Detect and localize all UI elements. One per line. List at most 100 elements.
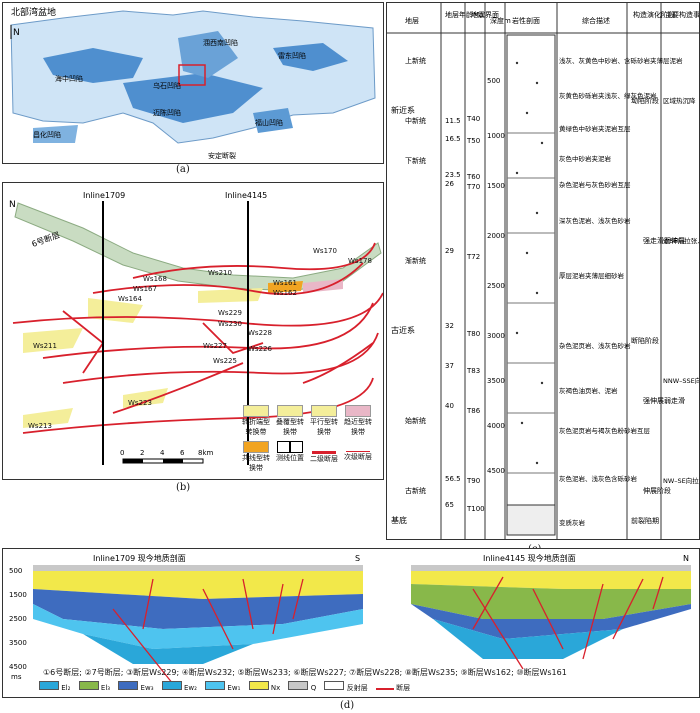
svg-text:2: 2 xyxy=(140,449,144,457)
svg-text:1500: 1500 xyxy=(487,182,505,190)
svg-text:65: 65 xyxy=(445,501,454,509)
svg-text:下新统: 下新统 xyxy=(405,156,426,165)
svg-text:Ws213: Ws213 xyxy=(28,422,52,430)
svg-text:32: 32 xyxy=(445,322,454,330)
svg-text:T60: T60 xyxy=(466,173,480,181)
scale-bar: 0 2 4 6 8km xyxy=(120,449,214,464)
svg-text:古新统: 古新统 xyxy=(405,486,426,495)
svg-text:S: S xyxy=(355,554,360,563)
svg-text:3000: 3000 xyxy=(487,332,505,340)
svg-text:4: 4 xyxy=(160,449,165,457)
svg-text:区域热沉降: 区域热沉降 xyxy=(663,96,696,105)
haizhong-depression xyxy=(43,48,143,83)
inline4145-label: Inline4145 xyxy=(225,191,267,200)
svg-text:主要构造事件: 主要构造事件 xyxy=(665,10,699,19)
svg-text:新近系: 新近系 xyxy=(391,105,415,115)
sections-svg: Inline1709 现今地质剖面 S 500 1500 2500 3500 4… xyxy=(9,553,691,685)
panel-c-stratigraphy: 地层 地层年龄Ma 地震界面 深度m 岩性剖面 综合描述 构造演化阶段 主要构造… xyxy=(386,2,700,540)
panel-d-legend: El₂ El₃ Ew₃ Ew₂ Ew₁ Nx Q 反射层 断层 xyxy=(39,681,410,693)
svg-text:上新统: 上新统 xyxy=(405,56,426,65)
weixinan-depression xyxy=(178,31,238,78)
caption-b: (b) xyxy=(176,482,191,493)
svg-text:500: 500 xyxy=(9,567,22,575)
svg-text:地层: 地层 xyxy=(405,16,419,25)
svg-text:Ws168: Ws168 xyxy=(143,275,167,283)
svg-text:2500: 2500 xyxy=(487,282,505,290)
svg-text:0: 0 xyxy=(120,449,124,457)
svg-text:前裂陷期: 前裂陷期 xyxy=(631,516,659,525)
svg-text:灰褐色油页岩、泥岩: 灰褐色油页岩、泥岩 xyxy=(559,386,618,395)
fault-map-svg: 6号断层 Inline1709 Inline4145 N Ws168 xyxy=(3,183,384,479)
basin-map-svg: 北部湾盆地 N 海中凹陷 涠西南凹陷 雷东凹陷 福山凹陷 昌化凹陷 安定断裂 乌… xyxy=(3,3,383,163)
svg-text:基底: 基底 xyxy=(391,515,407,525)
panel-d-sections: Inline1709 现今地质剖面 S 500 1500 2500 3500 4… xyxy=(2,548,700,698)
svg-text:37: 37 xyxy=(445,362,454,370)
svg-text:1000: 1000 xyxy=(487,132,505,140)
svg-text:26: 26 xyxy=(445,180,454,188)
svg-text:23.5: 23.5 xyxy=(445,171,461,179)
svg-text:坳陷阶段: 坳陷阶段 xyxy=(631,96,659,105)
svg-text:Ws178: Ws178 xyxy=(348,257,372,265)
svg-text:Ws223: Ws223 xyxy=(128,399,152,407)
svg-text:16.5: 16.5 xyxy=(445,135,461,143)
svg-text:迈陈凹陷: 迈陈凹陷 xyxy=(153,108,181,117)
svg-text:T50: T50 xyxy=(466,137,480,145)
fushan-depression xyxy=(253,108,293,133)
svg-text:29: 29 xyxy=(445,247,454,255)
svg-text:Ws161: Ws161 xyxy=(273,279,297,287)
inline1709-label: Inline1709 xyxy=(83,191,125,200)
svg-text:Ws228: Ws228 xyxy=(248,329,272,337)
panel-d-fault-notes: ①6号断层; ②7号断层; ③断层Ws229; ④断层Ws232; ⑤断层Ws2… xyxy=(43,668,567,677)
svg-text:T40: T40 xyxy=(466,115,480,123)
svg-text:灰色泥岩、浅灰色含砾砂岩: 灰色泥岩、浅灰色含砾砂岩 xyxy=(559,474,638,483)
svg-text:黄绿色中砂岩夹泥岩互层: 黄绿色中砂岩夹泥岩互层 xyxy=(559,124,631,133)
svg-text:近SE向拉张,伴随强走滑: 近SE向拉张,伴随强走滑 xyxy=(663,236,699,245)
svg-text:4500: 4500 xyxy=(9,663,27,671)
svg-text:Ws226: Ws226 xyxy=(248,345,272,353)
panel-a-title: 北部湾盆地 xyxy=(11,6,56,18)
svg-text:昌化凹陷: 昌化凹陷 xyxy=(33,130,61,139)
svg-text:T86: T86 xyxy=(466,407,481,415)
left-section-title: Inline1709 现今地质剖面 xyxy=(93,553,186,563)
svg-text:灰色中砂岩夹泥岩: 灰色中砂岩夹泥岩 xyxy=(559,154,612,163)
panel-b-legend: 转折端型转换带 叠覆型转换带 平行型转换带 趋近型转换带 共线型转换带 测线位置… xyxy=(241,405,381,475)
svg-text:NNW–SSE向拉张,伴随弱走滑: NNW–SSE向拉张,伴随弱走滑 xyxy=(663,376,699,385)
svg-text:Ws162: Ws162 xyxy=(273,289,297,297)
svg-text:T70: T70 xyxy=(466,183,480,191)
svg-text:厚层泥岩夹薄层细砂岩: 厚层泥岩夹薄层细砂岩 xyxy=(559,271,625,280)
caption-d: (d) xyxy=(340,700,355,711)
svg-text:N: N xyxy=(683,554,689,563)
svg-text:Ws211: Ws211 xyxy=(33,342,57,350)
svg-text:岩性剖面: 岩性剖面 xyxy=(512,16,540,25)
right-section-title: Inline4145 现今地质剖面 xyxy=(483,553,576,563)
svg-text:T80: T80 xyxy=(466,330,480,338)
svg-text:深度m: 深度m xyxy=(490,16,511,25)
wushi-depression xyxy=(123,73,263,123)
north-arrow-a: N xyxy=(13,28,20,38)
svg-text:T72: T72 xyxy=(466,253,480,261)
svg-text:渐新统: 渐新统 xyxy=(405,256,426,265)
svg-text:Ws225: Ws225 xyxy=(213,357,237,365)
svg-text:灰黄色砂砾岩夹浅灰、绿灰色泥岩: 灰黄色砂砾岩夹浅灰、绿灰色泥岩 xyxy=(559,91,657,100)
svg-text:Ws164: Ws164 xyxy=(118,295,142,303)
svg-text:4000: 4000 xyxy=(487,422,505,430)
svg-text:6: 6 xyxy=(180,449,185,457)
svg-text:强伸展弱走滑: 强伸展弱走滑 xyxy=(643,396,685,405)
svg-text:Ws167: Ws167 xyxy=(133,285,157,293)
north-arrow-b: N xyxy=(9,200,16,210)
svg-text:灰色泥页岩与褐灰色粉砂岩互层: 灰色泥页岩与褐灰色粉砂岩互层 xyxy=(559,426,651,435)
svg-text:1500: 1500 xyxy=(9,591,27,599)
svg-text:涠西南凹陷: 涠西南凹陷 xyxy=(203,38,238,47)
faults xyxy=(12,242,384,434)
svg-text:Ws227: Ws227 xyxy=(203,342,227,350)
caption-a: (a) xyxy=(176,164,190,175)
svg-text:T83: T83 xyxy=(466,367,480,375)
fault6-zone xyxy=(14,202,382,292)
svg-text:强走滑弱伸展: 强走滑弱伸展 xyxy=(643,236,685,245)
svg-text:11.5: 11.5 xyxy=(445,117,461,125)
svg-text:56.5: 56.5 xyxy=(445,475,461,483)
leidong-depression xyxy=(273,43,348,71)
svg-text:乌石凹陷: 乌石凹陷 xyxy=(153,81,181,90)
svg-text:海中凹陷: 海中凹陷 xyxy=(55,74,83,83)
svg-text:T90: T90 xyxy=(466,477,480,485)
